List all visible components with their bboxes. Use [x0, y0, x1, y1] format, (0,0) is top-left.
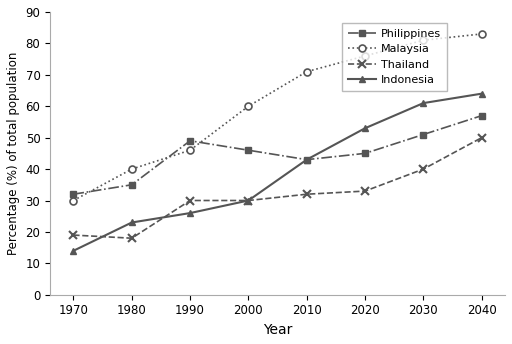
Malaysia: [129, 167, 135, 171]
Malaysia: [187, 148, 193, 152]
Philippines: [362, 151, 368, 155]
Philippines: [70, 192, 76, 196]
Indonesia: [129, 221, 135, 225]
Thailand: [245, 198, 251, 203]
Malaysia: [70, 198, 76, 203]
Indonesia: [70, 249, 76, 253]
Philippines: [420, 132, 426, 137]
Thailand: [70, 233, 76, 237]
Thailand: [187, 198, 193, 203]
Philippines: [304, 158, 310, 162]
Malaysia: [245, 104, 251, 108]
Indonesia: [304, 158, 310, 162]
Thailand: [420, 167, 426, 171]
Thailand: [304, 192, 310, 196]
Line: Malaysia: Malaysia: [70, 31, 485, 204]
Line: Indonesia: Indonesia: [70, 90, 485, 254]
Y-axis label: Percentage (%) of total population: Percentage (%) of total population: [7, 52, 20, 255]
Thailand: [479, 136, 485, 140]
Philippines: [245, 148, 251, 152]
Indonesia: [362, 126, 368, 130]
Malaysia: [479, 32, 485, 36]
Line: Philippines: Philippines: [70, 112, 485, 198]
Malaysia: [420, 38, 426, 42]
Philippines: [187, 139, 193, 143]
Malaysia: [362, 54, 368, 58]
X-axis label: Year: Year: [263, 323, 292, 337]
Indonesia: [479, 92, 485, 96]
Legend: Philippines, Malaysia, Thailand, Indonesia: Philippines, Malaysia, Thailand, Indones…: [343, 23, 447, 91]
Indonesia: [420, 101, 426, 105]
Indonesia: [187, 211, 193, 215]
Malaysia: [304, 69, 310, 74]
Thailand: [362, 189, 368, 193]
Philippines: [129, 183, 135, 187]
Indonesia: [245, 198, 251, 203]
Thailand: [129, 236, 135, 240]
Line: Thailand: Thailand: [69, 133, 486, 243]
Philippines: [479, 114, 485, 118]
